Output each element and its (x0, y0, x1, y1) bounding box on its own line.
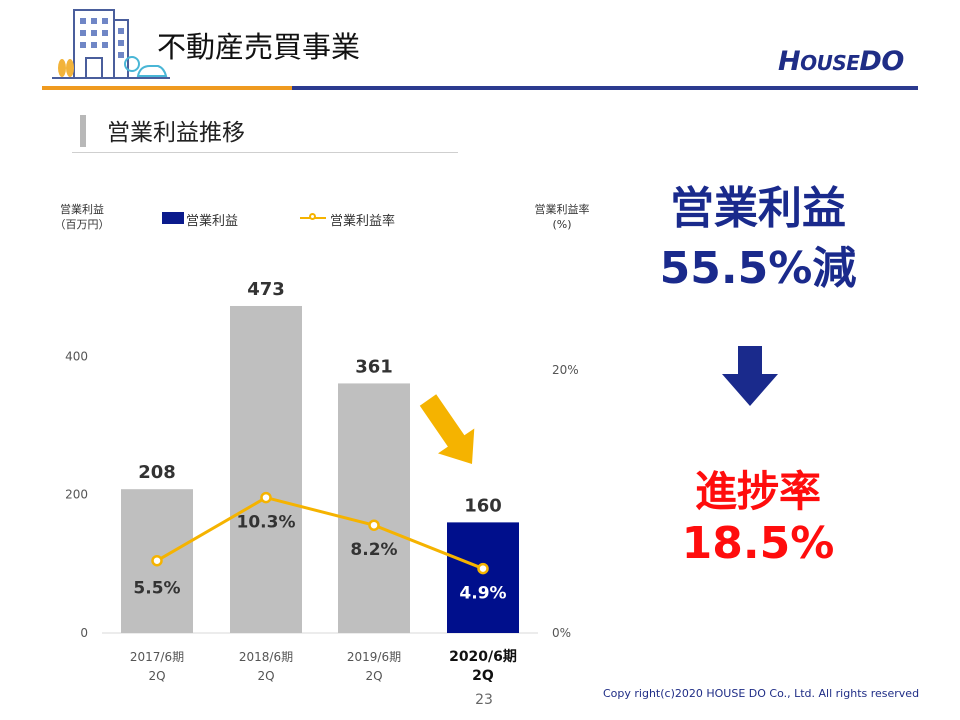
legend-label-operating-profit: 営業利益 (186, 214, 239, 229)
section-marker (80, 115, 86, 147)
legend-bar-swatch (162, 212, 184, 224)
bar-value-label: 361 (355, 356, 393, 377)
x-axis-tick-label-sub: 2Q (472, 668, 494, 684)
page-title: 不動産売買事業 (157, 30, 361, 64)
line-point-operating-margin (151, 554, 163, 567)
bar-value-label: 208 (138, 462, 176, 483)
left-axis-caption: 営業利益 （百万円） (52, 202, 112, 232)
x-axis-tick-label: 2019/6期 (347, 650, 401, 664)
house-do-logo: HOUSEDO (778, 46, 904, 77)
bar-operating-profit (230, 305, 302, 633)
progress-label: 進捗率 (694, 467, 821, 516)
left-axis-tick-label: 0 (80, 626, 88, 640)
down-arrow-icon (720, 346, 780, 412)
operating-profit-chart: 0 200 400 0% 20% 208 473 361 160 5.5% 10.3% 8.2% 4.9… (65, 279, 579, 684)
section-title: 営業利益推移 (107, 120, 245, 146)
line-value-label: 8.2% (350, 540, 397, 560)
headline-value: 55.5%減 (659, 243, 857, 294)
left-axis-tick-label: 400 (65, 349, 88, 363)
x-axis-tick-label: 2018/6期 (239, 650, 293, 664)
bar-operating-profit (447, 522, 519, 633)
highlight-arrow-icon (419, 394, 475, 464)
line-operating-margin (156, 495, 484, 570)
x-axis-tick-label-sub: 2Q (148, 669, 165, 683)
bar-operating-profit (338, 383, 410, 633)
line-point-operating-margin (260, 491, 272, 504)
right-axis-caption-line2: (%) (552, 218, 572, 231)
bar-value-label: 473 (247, 279, 285, 300)
header-divider-orange (42, 86, 292, 90)
header-divider-blue (292, 86, 918, 90)
x-axis-tick-label: 2017/6期 (130, 650, 184, 664)
section-underline (72, 152, 458, 153)
x-axis-tick-label-sub: 2Q (365, 669, 382, 683)
left-axis-caption-line1: 営業利益 (60, 203, 104, 216)
line-value-label: 10.3% (237, 513, 296, 533)
x-axis-tick-label-sub: 2Q (257, 669, 274, 683)
line-value-label: 4.9% (459, 584, 506, 604)
line-point-operating-margin (477, 562, 489, 575)
line-value-label: 5.5% (133, 579, 180, 599)
copyright-notice: Copy right(c)2020 HOUSE DO Co., Ltd. All… (603, 687, 920, 700)
x-axis-tick-label: 2020/6期 (449, 649, 517, 665)
legend-label-operating-margin: 営業利益率 (330, 214, 396, 229)
right-axis-tick-label: 20% (552, 363, 579, 377)
right-axis-caption-line1: 営業利益率 (534, 203, 590, 216)
left-axis-caption-line2: （百万円） (54, 218, 110, 231)
headline-label: 営業利益 (670, 183, 846, 234)
line-point-operating-margin (368, 519, 380, 531)
building-illustration-icon (52, 6, 170, 84)
page-number: 23 (475, 692, 493, 708)
progress-value: 18.5% (681, 518, 835, 569)
bar-value-label: 160 (464, 495, 502, 516)
left-axis-tick-label: 200 (65, 488, 88, 502)
legend-marker-swatch (309, 213, 316, 220)
right-axis-caption: 営業利益率 (%) (524, 202, 600, 232)
right-axis-tick-label: 0% (552, 626, 571, 640)
